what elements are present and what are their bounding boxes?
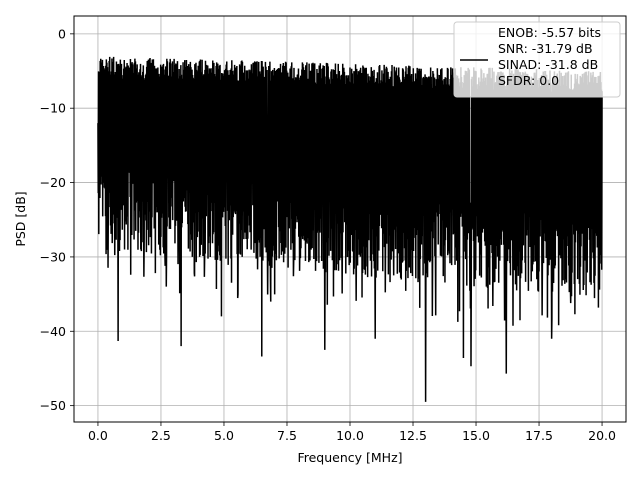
legend-enob: ENOB: -5.57 bits (498, 25, 601, 40)
y-tick-label: −20 (40, 175, 66, 190)
y-tick-label: −10 (40, 101, 66, 116)
x-tick-label: 20.0 (588, 428, 616, 443)
x-tick-label: 17.5 (525, 428, 553, 443)
x-axis-ticks: 0.0 2.5 5.0 7.5 10.0 12.5 15.0 17.5 20.0 (88, 422, 616, 443)
x-tick-label: 10.0 (336, 428, 364, 443)
x-tick-label: 15.0 (462, 428, 490, 443)
legend-snr: SNR: -31.79 dB (498, 41, 593, 56)
x-axis-label: Frequency [MHz] (297, 450, 402, 465)
y-axis-label: PSD [dB] (13, 191, 28, 246)
x-tick-label: 7.5 (277, 428, 297, 443)
legend-sfdr: SFDR: 0.0 (498, 73, 559, 88)
x-tick-label: 0.0 (88, 428, 108, 443)
y-tick-label: −50 (40, 398, 66, 413)
y-axis-ticks: 0 −10 −20 −30 −40 −50 (40, 26, 74, 413)
y-tick-label: −30 (40, 249, 66, 264)
x-tick-label: 5.0 (214, 428, 234, 443)
y-tick-label: 0 (58, 26, 66, 41)
legend-box (453, 21, 621, 98)
x-tick-label: 2.5 (151, 428, 171, 443)
y-tick-label: −40 (40, 324, 66, 339)
legend-sinad: SINAD: -31.8 dB (498, 57, 598, 72)
x-tick-label: 12.5 (399, 428, 427, 443)
legend: ENOB: -5.57 bits SNR: -31.79 dB SINAD: -… (453, 21, 621, 98)
